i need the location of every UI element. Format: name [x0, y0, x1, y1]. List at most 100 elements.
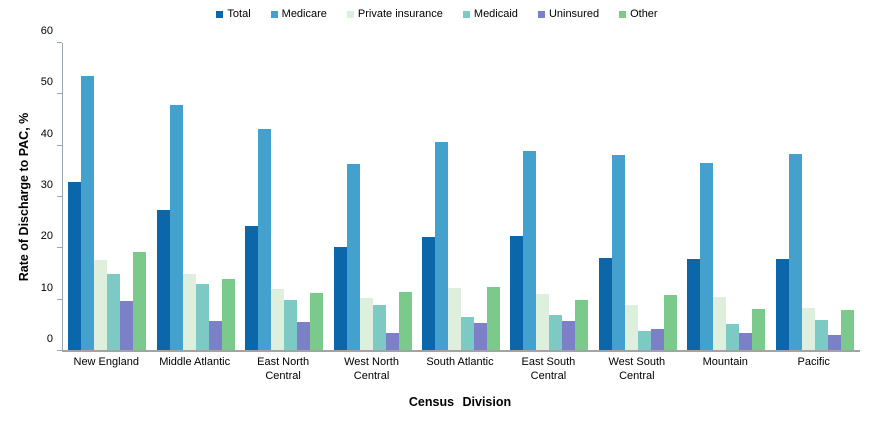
bar-medicare-pacific [788, 154, 802, 351]
bar-private-insurance-east-north-central [271, 289, 285, 351]
legend-swatch-uninsured [537, 10, 545, 18]
bar-other-middle-atlantic [221, 278, 235, 351]
bar-medicare-west-south-central [611, 155, 625, 351]
bar-other-new-england [133, 252, 147, 351]
bar-private-insurance-east-south-central [536, 294, 550, 351]
bar-medicare-mountain [700, 163, 714, 351]
y-tick-label-10: 10 [40, 281, 53, 294]
bar-uninsured-west-north-central [385, 332, 399, 351]
bar-uninsured-west-south-central [650, 329, 664, 351]
bar-uninsured-south-atlantic [473, 323, 487, 351]
x-label-south-atlantic: South Atlantic [426, 356, 494, 368]
bar-private-insurance-mountain [713, 297, 727, 351]
bar-total-east-south-central [510, 235, 524, 351]
bar-uninsured-east-south-central [562, 321, 576, 351]
bar-other-west-north-central [398, 291, 412, 351]
bar-medicare-middle-atlantic [169, 105, 183, 351]
bar-uninsured-east-north-central [297, 321, 311, 351]
y-tick-mark-20 [57, 247, 62, 249]
bar-medicare-south-atlantic [434, 142, 448, 351]
bar-total-south-atlantic [421, 236, 435, 351]
y-tick-mark-60 [57, 42, 62, 43]
y-tick-mark-40 [57, 144, 62, 146]
bar-medicaid-east-north-central [284, 300, 298, 351]
bar-medicaid-west-south-central [637, 331, 651, 351]
legend-label-medicaid: Medicaid [473, 8, 518, 20]
legend-label-other: Other [630, 8, 658, 20]
bar-group-east-north-central [245, 128, 324, 351]
legend-swatch-medicare [270, 10, 278, 18]
y-tick-label-30: 30 [40, 179, 53, 191]
legend-item-private-insurance[interactable]: Private insurance [346, 8, 443, 20]
bar-private-insurance-new-england [94, 259, 108, 351]
bar-total-east-north-central [245, 225, 259, 351]
bar-group-south-atlantic [421, 142, 500, 351]
bar-medicaid-west-north-central [372, 305, 386, 351]
legend-label-uninsured: Uninsured [548, 8, 600, 20]
bar-group-mountain [687, 163, 766, 351]
x-label-east-south-central: East South Central [521, 356, 576, 382]
legend-swatch-private-insurance [346, 10, 354, 18]
bar-private-insurance-south-atlantic [447, 288, 461, 351]
bar-medicare-east-south-central [523, 151, 537, 351]
x-label-west-north-central: West North Central [344, 356, 399, 382]
x-label-new-england: New England [73, 356, 139, 368]
bar-private-insurance-west-south-central [624, 305, 638, 351]
bar-medicare-west-north-central [346, 163, 360, 351]
legend-label-private-insurance: Private insurance [357, 8, 443, 20]
bar-medicaid-pacific [814, 319, 828, 351]
bar-group-east-south-central [510, 151, 589, 351]
legend-label-medicare: Medicare [281, 8, 327, 20]
y-tick-label-50: 50 [40, 76, 53, 89]
bar-uninsured-middle-atlantic [208, 321, 222, 351]
bar-medicaid-new-england [107, 273, 121, 351]
bar-total-west-south-central [598, 258, 612, 351]
x-label-pacific: Pacific [797, 356, 830, 368]
bar-medicare-east-north-central [258, 128, 272, 351]
legend-item-total[interactable]: Total [216, 8, 251, 20]
legend-item-uninsured[interactable]: Uninsured [537, 8, 600, 20]
legend-item-other[interactable]: Other [619, 8, 658, 20]
x-label-middle-atlantic: Middle Atlantic [159, 356, 231, 368]
x-axis-title: Census Division [408, 395, 512, 409]
bar-other-south-atlantic [486, 287, 500, 351]
legend-label-total: Total [227, 8, 251, 20]
bar-private-insurance-pacific [801, 307, 815, 351]
legend-item-medicare[interactable]: Medicare [270, 8, 327, 20]
bar-group-pacific [775, 154, 854, 351]
legend: Total Medicare Private insurance Medicaid Un… [0, 8, 874, 20]
bar-other-west-south-central [663, 295, 677, 351]
y-tick-mark-50 [57, 93, 62, 95]
bar-group-new-england [68, 76, 147, 351]
bar-medicaid-south-atlantic [460, 317, 474, 351]
bar-total-west-north-central [333, 247, 347, 351]
bar-other-pacific [840, 309, 854, 351]
bar-medicaid-mountain [726, 324, 740, 351]
y-tick-label-0: 0 [46, 333, 53, 345]
plot-area: 0 10 20 30 40 50 60 [41, 25, 860, 352]
bar-total-mountain [687, 259, 701, 351]
legend-swatch-medicaid [462, 10, 470, 18]
x-axis-labels: New England Middle Atlantic East North Cen… [62, 356, 858, 384]
bar-private-insurance-west-north-central [359, 297, 373, 351]
legend-item-medicaid[interactable]: Medicaid [462, 8, 518, 20]
bar-uninsured-mountain [739, 333, 753, 351]
bar-group-middle-atlantic [156, 105, 235, 351]
y-tick-mark-30 [57, 196, 62, 197]
x-label-mountain: Mountain [702, 356, 748, 368]
y-tick-label-60: 60 [40, 25, 53, 37]
bar-other-east-north-central [310, 293, 324, 351]
legend-swatch-other [619, 10, 627, 18]
bar-groups [63, 43, 859, 351]
x-label-east-north-central: East North Central [257, 356, 310, 382]
bar-other-east-south-central [575, 299, 589, 351]
bar-medicare-new-england [81, 76, 95, 351]
bar-medicaid-east-south-central [549, 314, 563, 351]
bar-private-insurance-middle-atlantic [182, 274, 196, 351]
bar-group-west-north-central [333, 163, 412, 351]
bar-total-middle-atlantic [156, 210, 170, 351]
x-label-west-south-central: West South Central [608, 356, 666, 382]
y-tick-label-40: 40 [40, 127, 53, 140]
y-tick-mark-10 [57, 298, 62, 300]
